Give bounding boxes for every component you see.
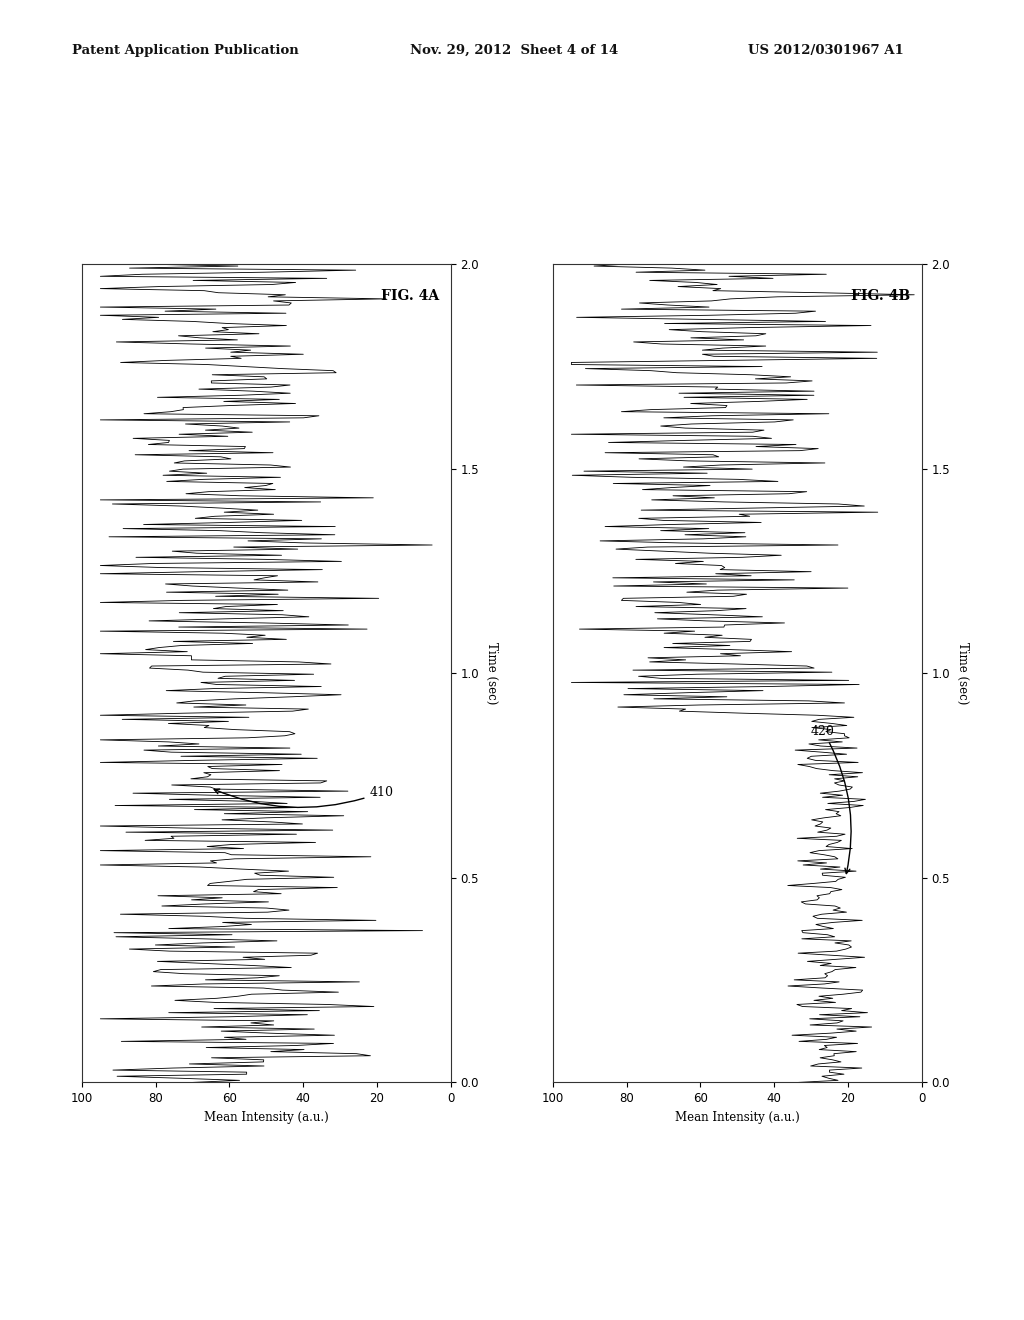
Text: 420: 420 bbox=[811, 725, 851, 874]
Text: FIG. 4B: FIG. 4B bbox=[851, 289, 910, 302]
Y-axis label: Time (sec): Time (sec) bbox=[485, 642, 499, 705]
Text: Patent Application Publication: Patent Application Publication bbox=[72, 44, 298, 57]
X-axis label: Mean Intensity (a.u.): Mean Intensity (a.u.) bbox=[675, 1110, 800, 1123]
Y-axis label: Time (sec): Time (sec) bbox=[956, 642, 970, 705]
X-axis label: Mean Intensity (a.u.): Mean Intensity (a.u.) bbox=[204, 1110, 329, 1123]
Text: 410: 410 bbox=[214, 785, 393, 808]
Text: FIG. 4A: FIG. 4A bbox=[381, 289, 439, 302]
Text: Nov. 29, 2012  Sheet 4 of 14: Nov. 29, 2012 Sheet 4 of 14 bbox=[410, 44, 617, 57]
Text: US 2012/0301967 A1: US 2012/0301967 A1 bbox=[748, 44, 903, 57]
